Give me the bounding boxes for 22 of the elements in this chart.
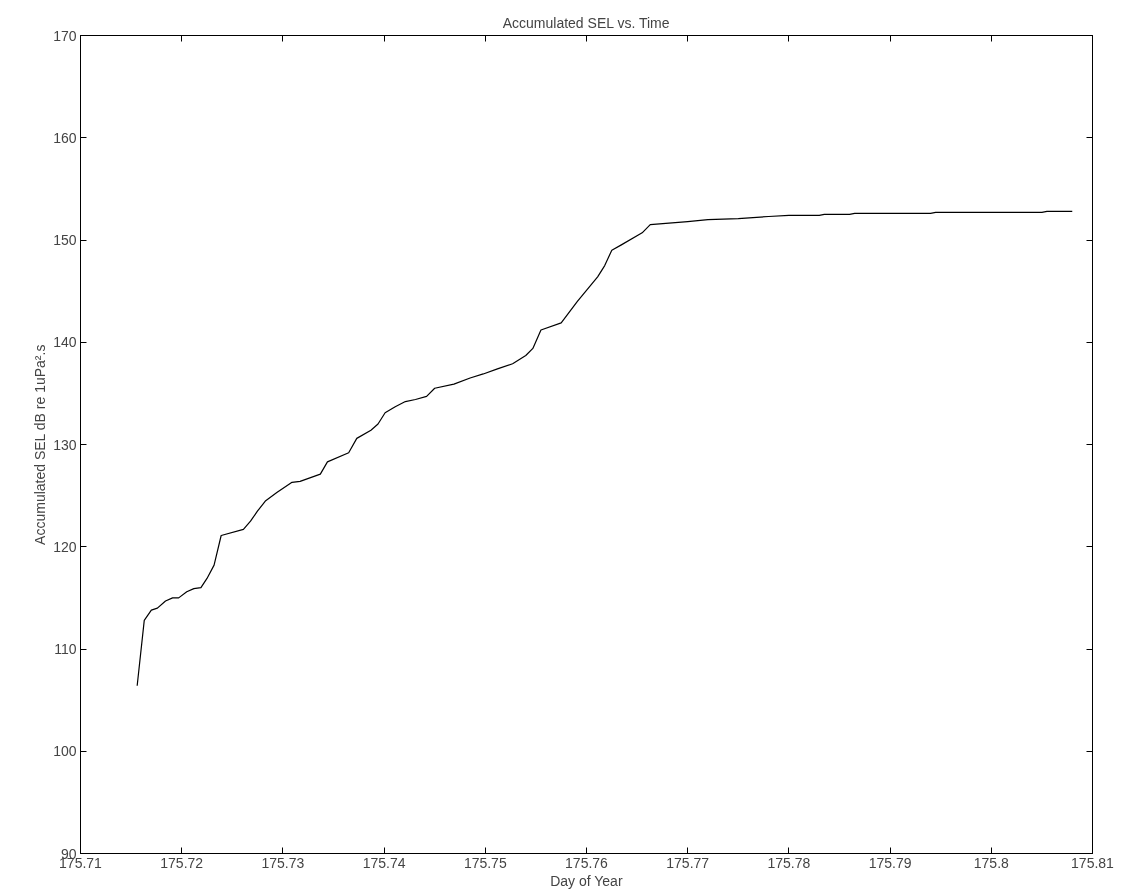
- y-tick-label: 100: [53, 743, 77, 760]
- x-tick-label: 175.78: [767, 854, 811, 871]
- y-tick-label: 140: [53, 334, 77, 351]
- line-series: [136, 210, 1073, 687]
- y-tick-label: 130: [53, 436, 77, 453]
- chart-title: Accumulated SEL vs. Time: [502, 14, 670, 31]
- y-tick-label: 160: [53, 129, 77, 146]
- x-tick-label: 175.81: [1071, 854, 1115, 871]
- y-tick-label: 170: [53, 27, 77, 44]
- x-tick-label: 175.76: [565, 854, 609, 871]
- y-tick-label: 110: [54, 641, 77, 657]
- y-tick-label: 150: [53, 232, 77, 248]
- x-tick-label: 175.77: [666, 854, 710, 871]
- x-tick-label: 175.75: [463, 854, 507, 871]
- x-tick-label: 175.79: [868, 854, 912, 871]
- x-tick-label: 175.8: [973, 854, 1010, 871]
- x-tick-label: 175.74: [362, 854, 406, 871]
- x-axis-title: Day of Year: [550, 872, 623, 889]
- y-tick-label: 120: [53, 538, 77, 555]
- x-tick-label: 175.73: [261, 854, 305, 871]
- y-axis-title: Accumulated SEL dB re 1uPa².s: [32, 344, 49, 545]
- x-tick-label: 175.72: [160, 854, 204, 871]
